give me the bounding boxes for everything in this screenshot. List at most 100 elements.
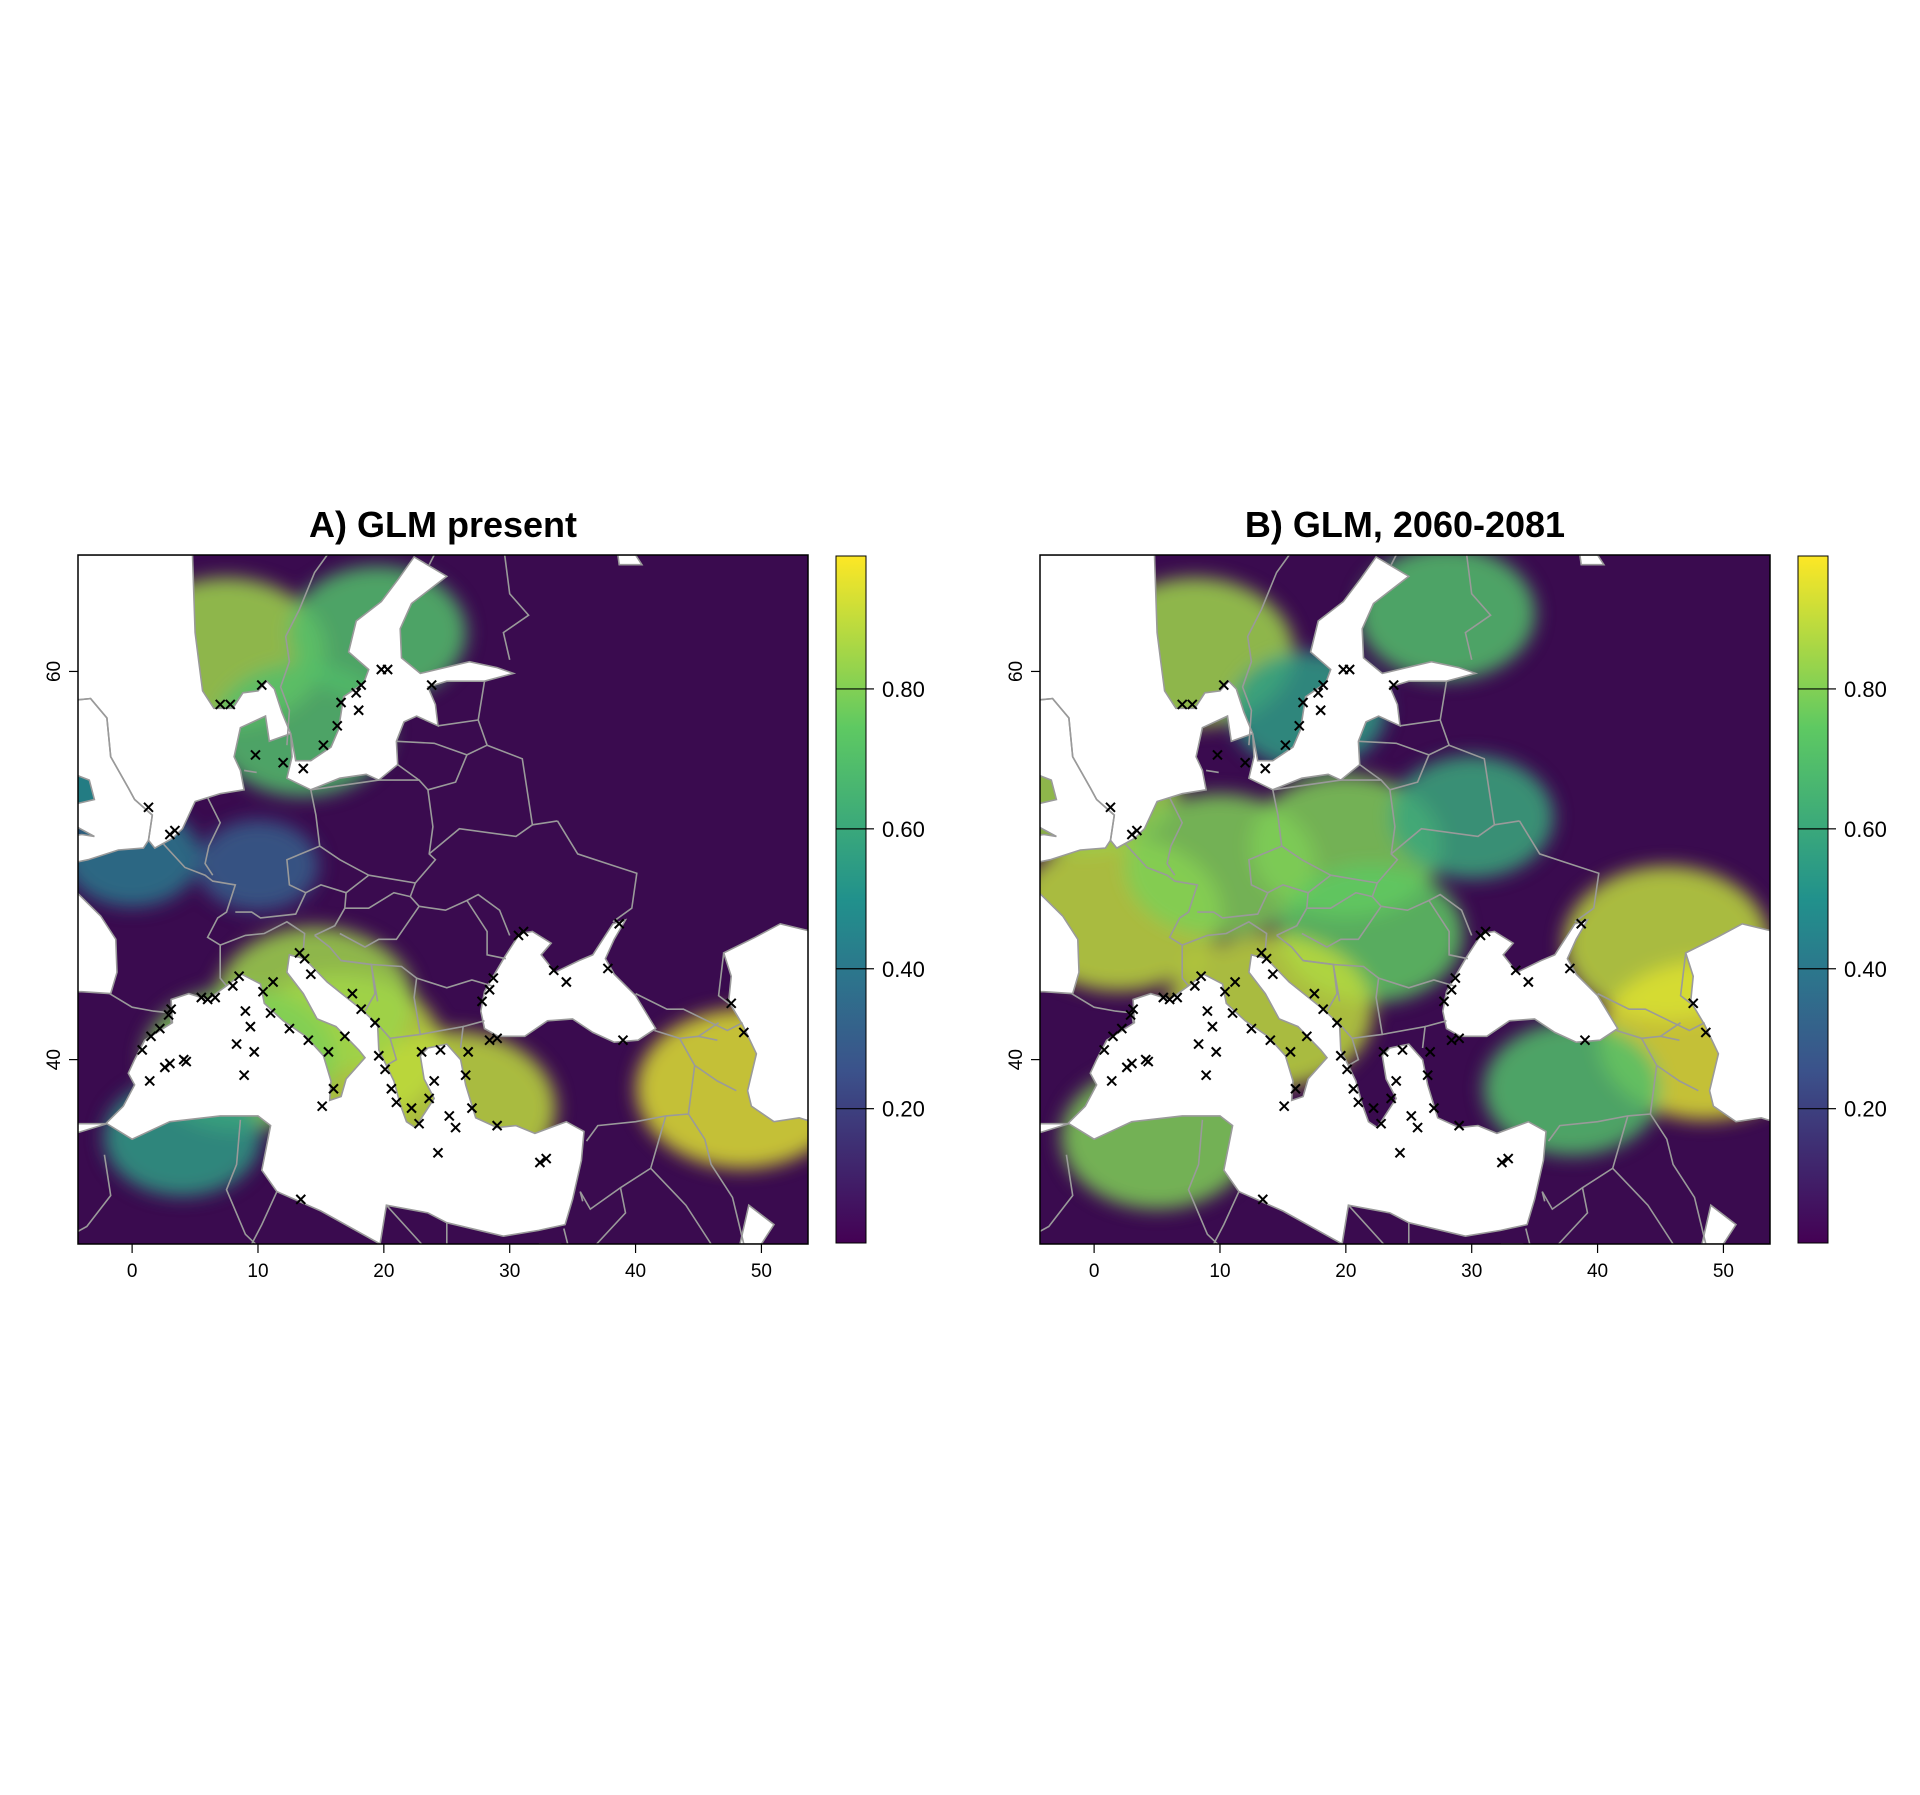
panel-b-title: B) GLM, 2060-2081 <box>1245 504 1565 545</box>
occurrence-marker <box>1164 994 1175 1005</box>
occurrence-marker <box>1353 1097 1364 1108</box>
country-border <box>1541 1191 1546 1202</box>
panel-a-y-axis: 40 60 <box>44 661 78 1070</box>
panel-b-map <box>1040 555 1770 1244</box>
sea-area <box>1040 698 1115 862</box>
occurrence-marker <box>1239 757 1251 768</box>
occurrence-marker <box>316 1100 328 1112</box>
occurrence-marker <box>181 1056 192 1067</box>
occurrence-marker <box>169 825 181 836</box>
colorbar-tick-label: 0.80 <box>882 677 925 702</box>
occurrence-marker <box>1158 992 1169 1003</box>
occurrence-marker <box>1309 988 1320 999</box>
country-border <box>310 779 379 791</box>
occurrence-marker <box>548 965 559 976</box>
panel-b-colorbar-ramp <box>1797 555 1829 1244</box>
country-border <box>1197 789 1283 919</box>
country-border <box>225 1119 257 1244</box>
occurrence-marker <box>476 996 488 1007</box>
occurrence-marker <box>1446 1035 1457 1046</box>
occurrence-marker <box>726 998 737 1009</box>
occurrence-marker <box>1428 1102 1440 1114</box>
occurrence-marker <box>1579 1035 1591 1046</box>
occurrence-marker <box>1375 1118 1387 1129</box>
colorbar-tick-label: 0.40 <box>882 957 925 982</box>
occurrence-marker <box>391 1097 402 1108</box>
country-border <box>250 1191 278 1244</box>
country-border <box>717 952 732 1006</box>
occurrence-marker <box>1280 739 1291 751</box>
occurrence-marker <box>1397 1044 1408 1056</box>
country-border <box>1187 1119 1219 1244</box>
occurrence-marker <box>335 697 347 708</box>
country-border <box>279 555 328 746</box>
country-border <box>1125 843 1199 987</box>
occurrence-marker <box>265 1007 276 1019</box>
y-tick-label: 40 <box>1006 1049 1027 1070</box>
colorbar-tick-label: 0.40 <box>1844 957 1887 982</box>
occurrence-marker <box>561 976 572 988</box>
occurrence-marker <box>163 1009 174 1021</box>
panel-a-colorbar-ticks: 0.20 0.40 0.60 0.80 <box>836 677 925 1122</box>
occurrence-marker <box>1301 1031 1313 1042</box>
country-border <box>339 896 421 949</box>
country-border <box>396 740 488 756</box>
occurrence-marker <box>1453 1033 1465 1044</box>
country-border <box>1358 740 1450 756</box>
occurrence-marker <box>406 1102 417 1114</box>
panel-a-title: A) GLM present <box>309 504 577 545</box>
occurrence-marker <box>250 749 261 761</box>
occurrence-marker <box>435 1044 446 1056</box>
occurrence-marker <box>238 1069 250 1081</box>
occurrence-marker <box>1406 1110 1417 1122</box>
panel-a-frame <box>77 554 809 1245</box>
occurrence-marker <box>1388 679 1399 691</box>
country-border <box>1428 893 1473 936</box>
occurrence-marker <box>1098 1044 1110 1056</box>
occurrence-marker <box>1394 1147 1406 1158</box>
country-border <box>344 874 417 910</box>
occurrence-marker <box>1210 1046 1222 1058</box>
occurrence-marker <box>1290 1083 1301 1094</box>
occurrence-marker <box>298 763 309 774</box>
occurrence-marker <box>209 992 221 1003</box>
occurrence-marker <box>353 705 364 716</box>
occurrence-marker <box>534 1157 546 1168</box>
occurrence-marker <box>1523 976 1534 988</box>
occurrence-marker <box>1171 992 1183 1003</box>
occurrence-marker <box>1450 972 1461 984</box>
sea-area <box>1040 893 1079 994</box>
country-border <box>1306 874 1379 910</box>
country-border <box>1272 779 1341 791</box>
sea-area <box>617 555 642 565</box>
panel-a-colorbar: 0.20 0.40 0.60 0.80 <box>835 555 925 1244</box>
occurrence-marker <box>277 757 289 768</box>
coastline <box>78 953 585 1244</box>
country-border <box>1390 820 1520 855</box>
occurrence-marker <box>1368 1102 1379 1114</box>
occurrence-marker <box>1202 1005 1213 1017</box>
occurrence-marker <box>1193 1038 1204 1050</box>
occurrence-marker <box>1265 1035 1276 1046</box>
occurrence-marker <box>305 969 317 980</box>
occurrence-marker <box>1317 679 1329 691</box>
occurrence-marker <box>1278 1100 1290 1112</box>
occurrence-marker <box>617 1035 629 1046</box>
panel-a-borders <box>78 555 808 1244</box>
occurrence-marker <box>245 1021 256 1032</box>
panel-b-frame <box>1039 554 1771 1245</box>
y-tick-label: 40 <box>44 1049 65 1070</box>
occurrence-marker <box>1285 1046 1296 1058</box>
occurrence-marker <box>256 679 267 691</box>
occurrence-marker <box>1575 918 1587 929</box>
x-tick-label: 50 <box>1713 1261 1734 1282</box>
sea-area <box>78 954 584 1244</box>
coastline <box>1701 1203 1738 1244</box>
country-border <box>1660 1022 1682 1037</box>
country-border <box>1597 992 1705 1032</box>
occurrence-marker <box>144 1075 155 1087</box>
sea-area <box>286 556 514 790</box>
country-border <box>1276 892 1309 937</box>
occurrence-marker <box>1496 1157 1508 1168</box>
sea-area <box>78 893 117 994</box>
